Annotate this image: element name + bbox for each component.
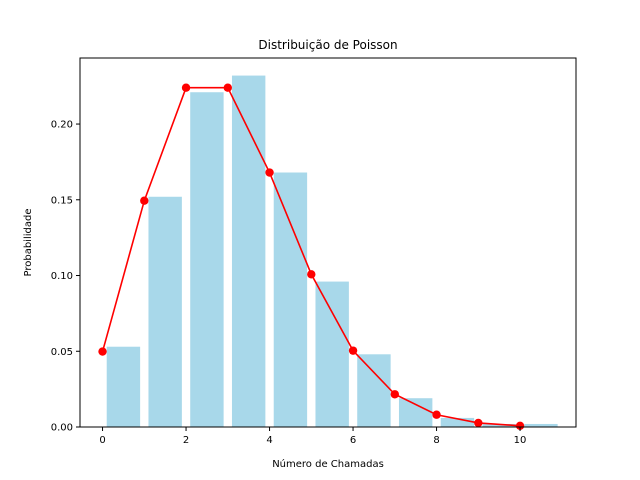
y-tick-label: 0.05	[51, 347, 73, 358]
line-point	[432, 410, 441, 419]
points-layer	[98, 83, 525, 430]
x-tick-label: 6	[350, 435, 356, 446]
x-tick-label: 10	[514, 435, 527, 446]
bar	[231, 75, 266, 428]
x-tick-label: 8	[433, 435, 439, 446]
bar	[148, 196, 182, 427]
x-axis-ticks: 0 2 4 6 8 10	[99, 427, 526, 446]
y-tick-label: 0.15	[51, 195, 73, 206]
bar	[106, 346, 141, 427]
x-tick-label: 0	[99, 435, 105, 446]
x-tick-label: 4	[266, 435, 272, 446]
bar	[315, 281, 349, 427]
bar	[357, 354, 391, 427]
line-point	[474, 418, 483, 428]
bar	[482, 423, 516, 427]
x-axis-label: Número de Chamadas	[272, 458, 384, 470]
line-point	[515, 421, 525, 430]
line-point	[223, 83, 232, 92]
line-point	[348, 346, 358, 355]
y-tick-label: 0.00	[51, 423, 73, 434]
line-point	[265, 168, 274, 177]
bar	[273, 172, 308, 427]
bar	[524, 423, 558, 427]
line-point	[181, 83, 191, 92]
bar	[190, 92, 224, 427]
y-tick-label: 0.10	[51, 271, 73, 282]
x-tick-label: 2	[183, 435, 189, 446]
line-point	[307, 270, 316, 279]
line-point	[98, 347, 107, 356]
y-tick-label: 0.20	[51, 120, 73, 131]
y-axis-ticks: 0.00 0.05 0.10 0.15 0.20	[51, 120, 80, 434]
bar	[440, 417, 475, 427]
chart-title: Distribuição de Poisson	[258, 38, 397, 52]
bar	[398, 398, 433, 427]
line-point	[140, 196, 149, 205]
plot-frame	[79, 57, 577, 428]
bars-layer	[106, 75, 558, 428]
y-axis-label: Probabilidade	[23, 209, 34, 277]
line-point	[390, 390, 400, 399]
